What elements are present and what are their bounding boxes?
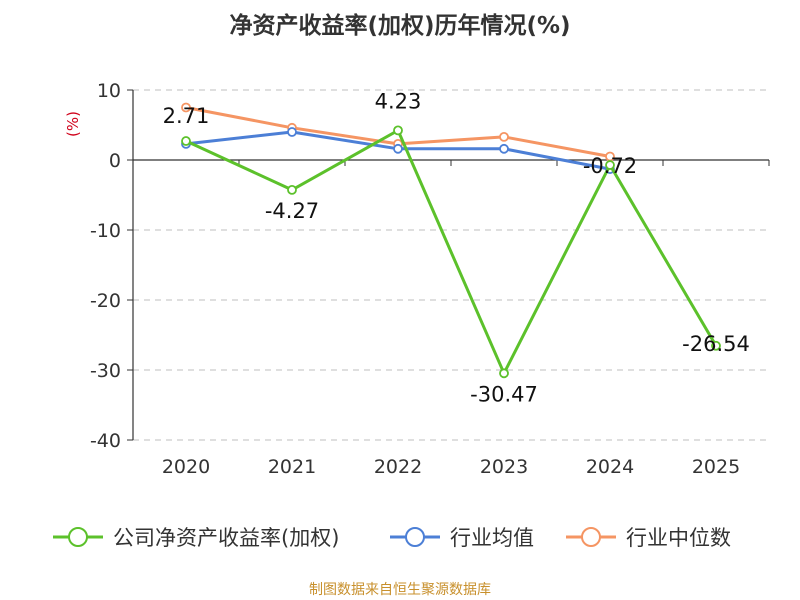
data-point bbox=[393, 125, 403, 136]
x-tick-label: 2025 bbox=[692, 456, 740, 478]
legend: 公司净资产收益率(加权) 行业均值 行业中位数 bbox=[53, 526, 731, 550]
legend-label: 行业均值 bbox=[450, 526, 534, 550]
data-label: 2.71 bbox=[163, 104, 210, 128]
data-point bbox=[605, 160, 615, 170]
chart-title: 净资产收益率(加权)历年情况(%) bbox=[229, 13, 571, 39]
axes: 10 0 -10 -20 -30 -40 (%) 2020 2021 2022 2023 2024 20… bbox=[64, 80, 770, 478]
y-tick-label: -40 bbox=[90, 430, 121, 452]
x-tick-label: 2022 bbox=[374, 456, 422, 478]
data-label: -30.47 bbox=[470, 382, 538, 406]
y-tick-label: -10 bbox=[90, 220, 121, 242]
y-tick-label: 10 bbox=[97, 80, 121, 102]
data-point bbox=[287, 127, 297, 137]
data-point bbox=[499, 143, 509, 154]
data-label: -26.54 bbox=[682, 332, 750, 356]
data-point bbox=[181, 102, 191, 113]
y-tick-label: -30 bbox=[90, 360, 121, 382]
series bbox=[181, 102, 721, 379]
y-tick-label: -20 bbox=[90, 290, 121, 312]
data-labels: 2.71 -4.27 4.23 -30.47 -0.72 -26.54 bbox=[163, 89, 750, 406]
x-tick-label: 2021 bbox=[268, 456, 316, 478]
data-point bbox=[499, 368, 509, 379]
y-axis-label: (%) bbox=[64, 111, 82, 137]
data-point bbox=[711, 340, 721, 351]
source-note: 制图数据来自恒生聚源数据库 bbox=[309, 582, 491, 598]
legend-marker bbox=[581, 527, 601, 547]
legend-label: 公司净资产收益率(加权) bbox=[113, 526, 339, 550]
data-point bbox=[499, 131, 509, 142]
data-point bbox=[287, 184, 297, 195]
grid-lines bbox=[133, 89, 769, 441]
data-label: -0.72 bbox=[583, 154, 637, 178]
legend-marker bbox=[405, 527, 425, 547]
data-point bbox=[393, 143, 403, 154]
series-line bbox=[185, 128, 718, 375]
y-tick-label: 0 bbox=[109, 150, 121, 172]
x-tick-label: 2023 bbox=[480, 456, 528, 478]
x-tick-label: 2024 bbox=[586, 456, 634, 478]
data-point bbox=[181, 136, 191, 146]
legend-label: 行业中位数 bbox=[626, 526, 731, 550]
data-label: 4.23 bbox=[375, 89, 422, 113]
x-tick-label: 2020 bbox=[162, 456, 210, 478]
data-label: -4.27 bbox=[265, 199, 319, 223]
legend-marker bbox=[68, 527, 88, 547]
